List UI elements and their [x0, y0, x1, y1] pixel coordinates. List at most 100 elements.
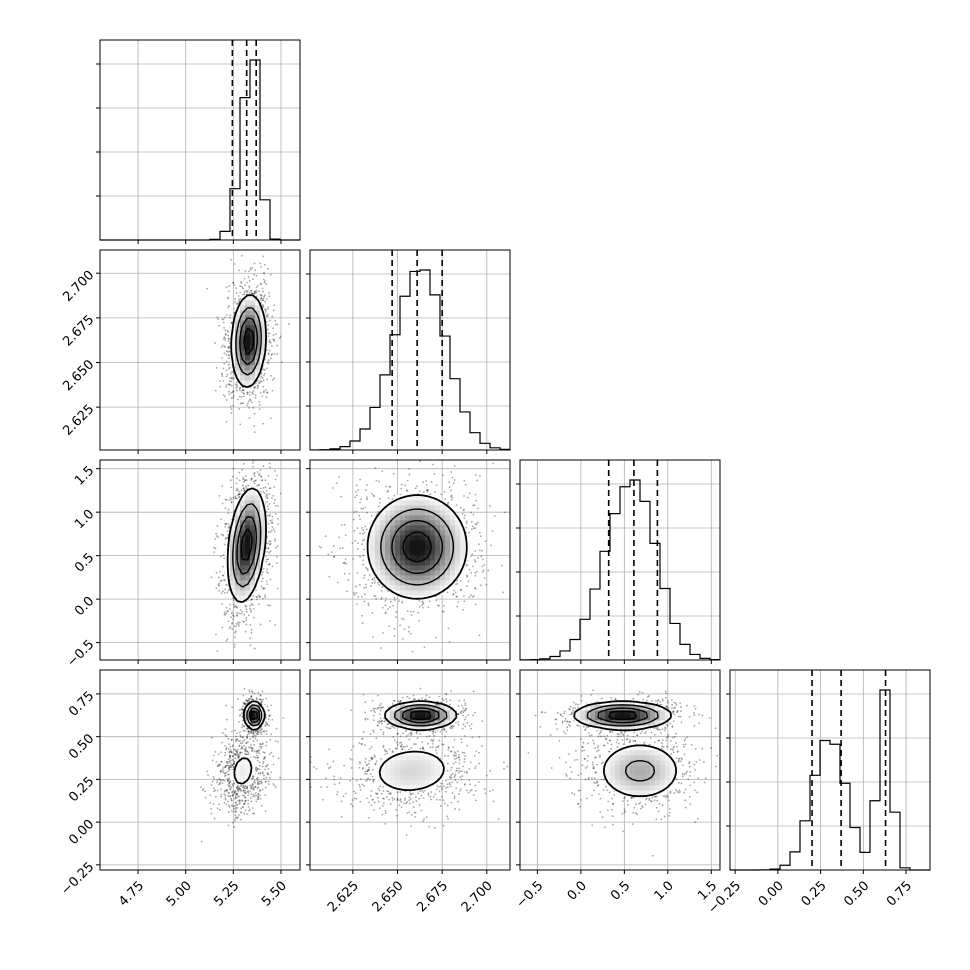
density-cell	[375, 525, 381, 531]
density-cell	[380, 515, 386, 521]
scatter-point	[238, 300, 241, 302]
scatter-point	[242, 701, 245, 704]
scatter-point	[280, 361, 283, 364]
density-cell	[240, 375, 246, 381]
scatter-point	[256, 754, 259, 757]
scatter-point	[479, 531, 481, 534]
density-cell	[250, 530, 256, 536]
density-cell	[375, 560, 381, 566]
scatter-point	[239, 291, 241, 294]
density-cell	[240, 510, 246, 516]
scatter-point	[260, 375, 263, 378]
scatter-point	[324, 535, 327, 538]
density-cell	[260, 340, 266, 346]
scatter-point	[378, 505, 380, 508]
density-cell	[370, 530, 376, 536]
density-cell	[395, 545, 401, 551]
density-cell	[455, 540, 461, 546]
scatter-point	[395, 610, 398, 613]
scatter-point	[250, 631, 253, 634]
scatter-point	[253, 647, 256, 650]
scatter-point	[267, 558, 269, 561]
density-cell	[420, 505, 426, 511]
scatter-point	[376, 581, 379, 584]
contour-level-0	[230, 294, 267, 389]
scatter-point	[258, 408, 261, 411]
density-cell	[380, 510, 386, 516]
scatter-point	[472, 504, 475, 507]
density-cell	[410, 560, 416, 566]
density-cell	[245, 300, 251, 306]
scatter-point	[250, 289, 253, 292]
density-cell	[235, 310, 241, 316]
density-cell	[405, 590, 411, 596]
scatter-point	[247, 400, 250, 403]
scatter-point	[249, 391, 252, 394]
scatter-point	[221, 357, 224, 359]
scatter-point	[267, 522, 270, 525]
scatter-point	[363, 538, 366, 541]
scatter-point	[222, 574, 225, 577]
scatter-point	[378, 583, 381, 586]
scatter-point	[234, 630, 237, 633]
density-cell	[240, 600, 246, 606]
scatter-point	[238, 407, 241, 410]
density-cell	[250, 295, 256, 301]
density-cell	[380, 520, 386, 526]
scatter-point	[468, 492, 471, 495]
scatter-point	[265, 320, 268, 323]
contour-level-1	[235, 307, 262, 376]
scatter-point	[242, 476, 245, 479]
scatter-point	[240, 280, 242, 283]
scatter-point	[363, 593, 366, 596]
density-cell	[430, 535, 436, 541]
scatter-point	[465, 585, 468, 588]
density-cell	[390, 535, 396, 541]
density-cell	[385, 565, 391, 571]
scatter-point	[256, 484, 259, 487]
scatter-point	[276, 545, 279, 548]
density-cell	[240, 340, 246, 346]
scatter-point	[254, 452, 256, 454]
density-cell	[250, 520, 256, 526]
scatter-point	[252, 278, 254, 281]
scatter-point	[267, 547, 270, 550]
density-cell	[435, 520, 441, 526]
scatter-point	[217, 583, 220, 586]
density-cell	[400, 515, 406, 521]
density-cell	[375, 555, 381, 561]
scatter-point	[227, 330, 229, 333]
density-cell	[230, 530, 236, 536]
scatter-point	[359, 532, 361, 535]
density-cell	[395, 500, 401, 506]
scatter-point	[500, 564, 503, 567]
density-cell	[455, 560, 461, 566]
scatter-point	[470, 520, 473, 523]
scatter-point	[227, 340, 230, 343]
density-cell	[455, 565, 461, 571]
scatter-point	[365, 583, 367, 586]
density-cell	[425, 515, 431, 521]
scatter-point	[463, 495, 465, 497]
scatter-point	[262, 306, 264, 309]
density-cell	[420, 585, 426, 591]
scatter-point	[232, 807, 235, 810]
scatter-point	[272, 528, 275, 531]
scatter-point	[371, 612, 374, 614]
scatter-point	[421, 600, 424, 603]
scatter-point	[230, 397, 233, 400]
scatter-point	[225, 399, 228, 401]
density-cell	[250, 375, 256, 381]
density-cell	[380, 580, 386, 586]
density-cell	[425, 575, 431, 581]
scatter-point	[373, 594, 376, 597]
density-cell	[430, 540, 436, 546]
density-cell	[245, 575, 251, 581]
scatter-point	[232, 597, 234, 600]
scatter-point	[224, 613, 226, 616]
scatter-point	[259, 623, 262, 626]
scatter-point	[474, 603, 477, 606]
scatter-point	[481, 549, 483, 552]
scatter-point	[459, 506, 462, 509]
scatter-point	[492, 462, 495, 465]
